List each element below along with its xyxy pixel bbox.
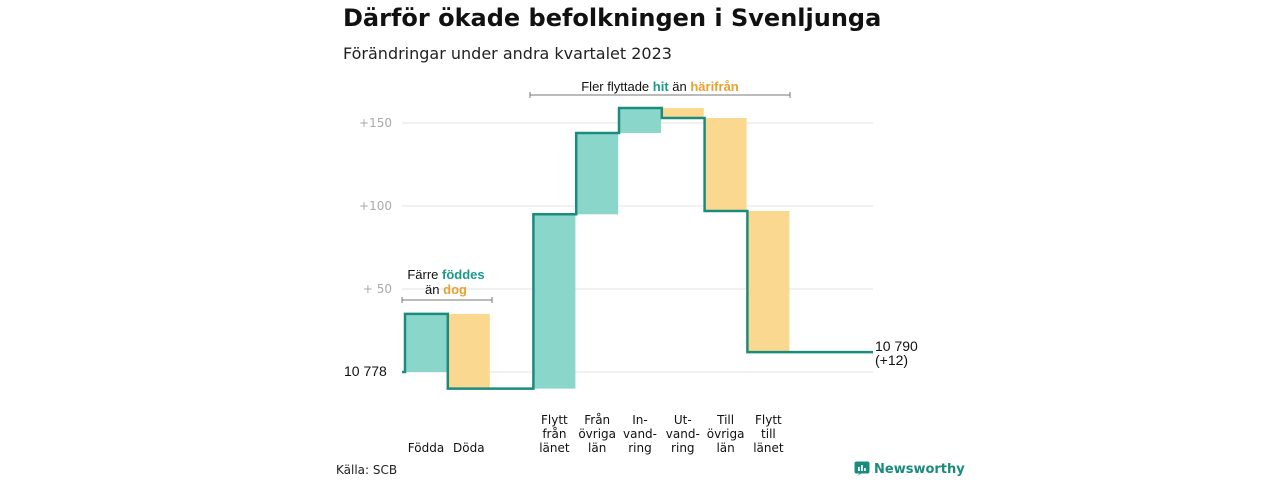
y-tick-label: + 50 [363, 282, 392, 296]
end-value-label: (+12) [875, 352, 908, 368]
category-label: länet [539, 441, 570, 455]
end-value-label: 10 790 [875, 338, 918, 354]
waterfall-bar [533, 214, 576, 389]
category-label: övriga [578, 427, 616, 441]
chart-subtitle: Förändringar under andra kvartalet 2023 [343, 44, 672, 63]
category-label: ring [628, 441, 652, 455]
y-tick-label: +100 [359, 199, 392, 213]
category-label: In- [632, 413, 647, 427]
category-label: vand- [623, 427, 657, 441]
brand-name: Newsworthy [874, 461, 965, 477]
y-tick-label: +150 [359, 116, 392, 130]
category-label: Födda [408, 441, 444, 455]
category-label: till [761, 427, 776, 441]
category-label: län [716, 441, 734, 455]
cumulative-step-line [402, 106, 873, 390]
category-label: vand- [666, 427, 700, 441]
waterfall-bar [576, 132, 619, 215]
category-label: övriga [707, 427, 745, 441]
category-label: Flytt [755, 413, 782, 427]
annotation-migration: Fler flyttade hit än härifrån [581, 79, 739, 94]
waterfall-bar [447, 313, 490, 389]
waterfall-bar [405, 313, 447, 372]
category-label: ring [671, 441, 695, 455]
chart-title: Därför ökade befolkningen i Svenljunga [343, 4, 882, 32]
category-label: Från [584, 413, 610, 427]
category-label: från [542, 427, 566, 441]
waterfall-bar [747, 210, 790, 353]
category-label: län [588, 441, 606, 455]
category-label: Ut- [674, 413, 692, 427]
waterfall-bar [619, 108, 661, 133]
category-label: Till [716, 413, 734, 427]
category-label: länet [753, 441, 784, 455]
waterfall-bar [704, 118, 747, 211]
category-label: Flytt [541, 413, 568, 427]
source-note: Källa: SCB [336, 463, 398, 477]
newsworthy-icon [854, 461, 870, 476]
category-label: Döda [453, 441, 485, 455]
annotation-births-line2: än dog [425, 282, 467, 297]
brand-logo: Newsworthy [854, 461, 965, 477]
base-value-label: 10 778 [344, 363, 387, 379]
annotation-births-line1: Färre föddes [407, 267, 484, 282]
waterfall-bar [661, 108, 704, 119]
